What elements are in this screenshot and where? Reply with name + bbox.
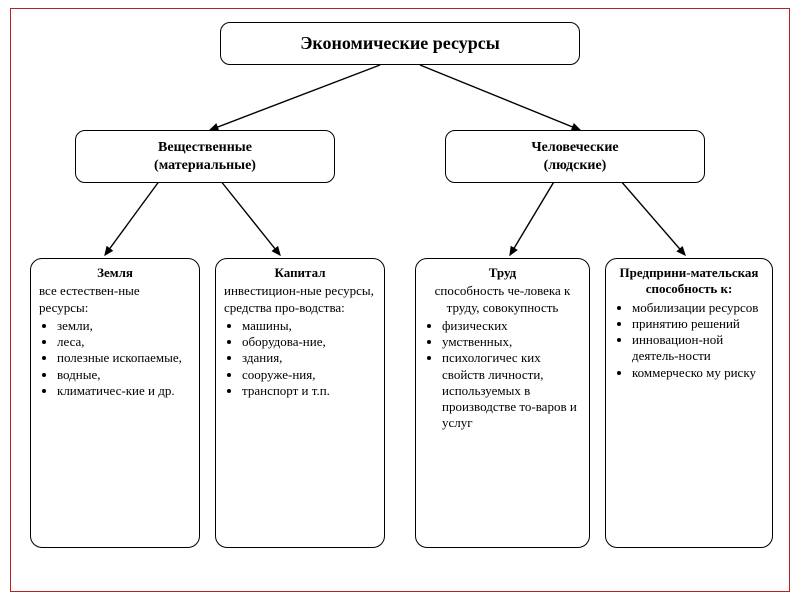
list-item: сооруже-ния, xyxy=(242,367,376,383)
mid-left-line2: (материальные) xyxy=(154,158,256,173)
list-item: коммерческо му риску xyxy=(632,365,764,381)
mid-node-material: Вещественные (материальные) xyxy=(75,130,335,183)
list-item: умственных, xyxy=(442,334,581,350)
list-item: физических xyxy=(442,318,581,334)
list-item: климатичес-кие и др. xyxy=(57,383,191,399)
zemlya-sub: все естествен-ные ресурсы: xyxy=(39,283,191,316)
leaf-node-zemlya: Земля все естествен-ные ресурсы: земли, … xyxy=(30,258,200,548)
list-item: принятию решений xyxy=(632,316,764,332)
predpr-list: мобилизации ресурсов принятию решений ин… xyxy=(614,300,764,381)
kapital-sub: инвестицион-ные ресурсы, средства про-во… xyxy=(224,283,376,316)
root-node: Экономические ресурсы xyxy=(220,22,580,65)
list-item: здания, xyxy=(242,350,376,366)
list-item: земли, xyxy=(57,318,191,334)
list-item: полезные ископаемые, xyxy=(57,350,191,366)
leaf-node-predpr: Предприни-мательская способность к: моби… xyxy=(605,258,773,548)
list-item: психологичес ких свойств личности, испол… xyxy=(442,350,581,431)
mid-right-line2: (людские) xyxy=(544,158,607,173)
list-item: инновацион-ной деятель-ности xyxy=(632,332,764,365)
predpr-title: Предприни-мательская способность к: xyxy=(614,265,764,298)
trud-title: Труд xyxy=(424,265,581,281)
trud-sub: способность че-ловека к труду, совокупно… xyxy=(424,283,581,316)
trud-list: физических умственных, психологичес ких … xyxy=(424,318,581,432)
leaf-node-kapital: Капитал инвестицион-ные ресурсы, средств… xyxy=(215,258,385,548)
mid-left-line1: Вещественные xyxy=(158,140,252,155)
kapital-list: машины, оборудова-ние, здания, сооруже-н… xyxy=(224,318,376,399)
mid-node-human: Человеческие (людские) xyxy=(445,130,705,183)
zemlya-list: земли, леса, полезные ископаемые, водные… xyxy=(39,318,191,399)
list-item: леса, xyxy=(57,334,191,350)
leaf-node-trud: Труд способность че-ловека к труду, сово… xyxy=(415,258,590,548)
list-item: мобилизации ресурсов xyxy=(632,300,764,316)
mid-right-line1: Человеческие xyxy=(531,140,618,155)
list-item: транспорт и т.п. xyxy=(242,383,376,399)
root-title: Экономические ресурсы xyxy=(300,33,500,53)
list-item: водные, xyxy=(57,367,191,383)
kapital-title: Капитал xyxy=(224,265,376,281)
list-item: оборудова-ние, xyxy=(242,334,376,350)
zemlya-title: Земля xyxy=(39,265,191,281)
list-item: машины, xyxy=(242,318,376,334)
